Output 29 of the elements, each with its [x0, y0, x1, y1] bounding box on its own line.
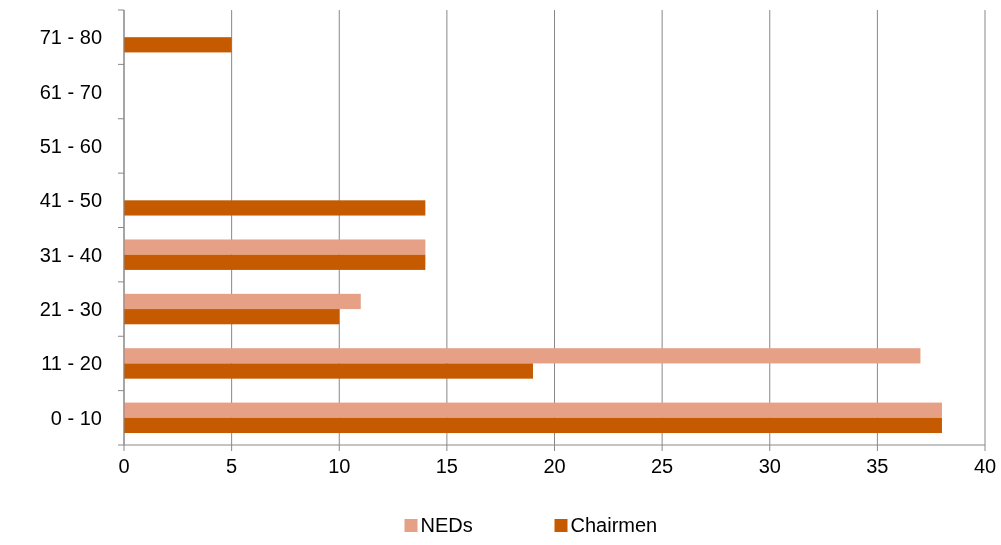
bar	[124, 37, 232, 53]
x-tick-label: 20	[543, 455, 566, 477]
y-tick-label: 21 - 30	[39, 298, 102, 321]
bar	[124, 254, 426, 270]
y-tick-label: 11 - 20	[41, 352, 102, 375]
y-tick-label: 71 - 80	[39, 26, 102, 49]
y-tick-label: 0 - 10	[50, 406, 102, 429]
bar	[124, 200, 426, 216]
legend-label: Chairmen	[570, 514, 658, 536]
x-tick-label: 5	[226, 455, 238, 477]
x-tick-label: 30	[758, 455, 781, 477]
x-tick-label: 25	[651, 455, 674, 477]
bar	[124, 309, 340, 325]
x-tick-label: 0	[118, 455, 130, 477]
bar	[124, 363, 533, 379]
bar	[124, 239, 426, 255]
bar	[124, 348, 921, 364]
x-tick-label: 15	[435, 455, 458, 477]
y-tick-label: 61 - 70	[39, 80, 102, 103]
y-tick-label: 31 - 40	[39, 243, 102, 266]
x-tick-label: 40	[973, 455, 997, 477]
bar	[124, 417, 942, 434]
bar	[124, 402, 942, 418]
x-tick-label: 35	[866, 455, 889, 477]
y-tick-label: 41 - 50	[39, 189, 102, 212]
y-tick-label: 51 - 60	[39, 134, 102, 157]
bar	[124, 293, 361, 310]
x-tick-label: 10	[328, 455, 351, 477]
legend-label: NEDs	[420, 514, 473, 536]
